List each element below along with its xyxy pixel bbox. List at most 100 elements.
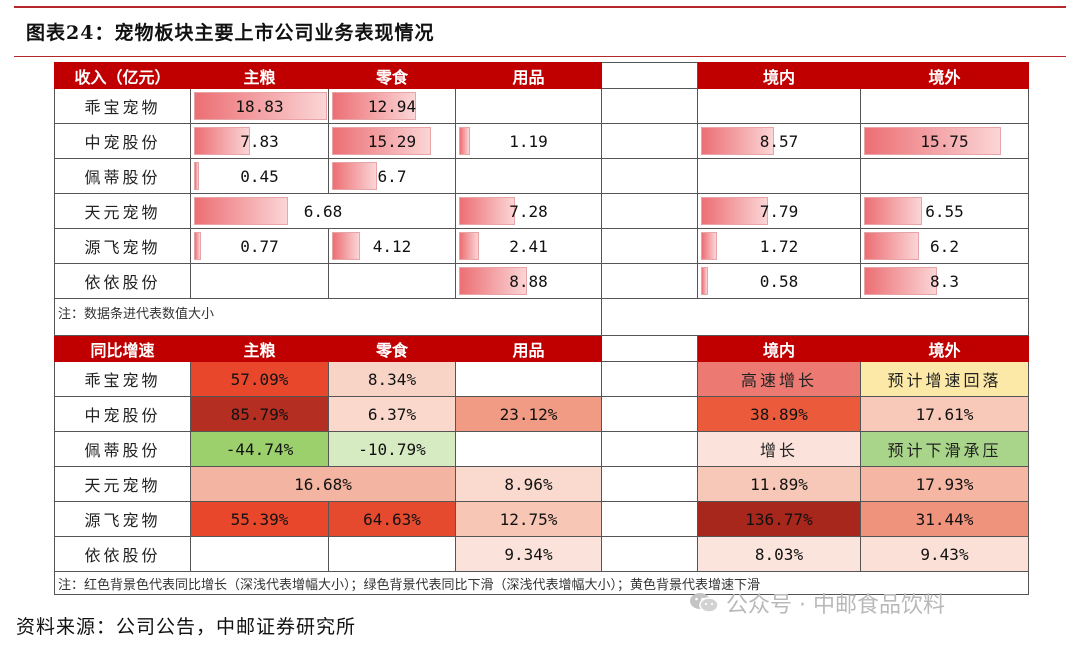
revenue-value: 8.57	[759, 131, 799, 151]
table-row: 乖宝宠物 57.09% 8.34% 高速增长 预计增速回落	[54, 361, 1029, 397]
header-cell: 境外	[860, 62, 1029, 89]
revenue-cell	[697, 88, 861, 124]
revenue-cell: 7.28	[455, 193, 602, 229]
table-row: 佩蒂股份 0.45 6.7	[54, 158, 1029, 194]
growth-cell-merged: 16.68%	[190, 466, 456, 502]
revenue-cell	[697, 158, 861, 194]
revenue-value: 6.7	[377, 166, 407, 186]
growth-cell: 23.12%	[455, 396, 602, 432]
growth-cell: 64.63%	[328, 501, 456, 537]
gap-cell	[601, 501, 698, 537]
revenue-cell: 12.94	[328, 88, 456, 124]
data-bar	[701, 267, 708, 295]
growth-cell	[328, 536, 456, 572]
header-cell: 用品	[455, 62, 602, 89]
revenue-value: 0.45	[240, 166, 279, 186]
growth-cell	[455, 361, 602, 397]
table-row: 源飞宠物 0.77 4.12 2.41 1.72 6.2	[54, 228, 1029, 264]
revenue-value: 8.3	[930, 271, 959, 291]
revenue-cell: 1.19	[455, 123, 602, 159]
growth-cell: 31.44%	[860, 501, 1029, 537]
data-bar	[194, 232, 202, 260]
revenue-value: 2.41	[509, 236, 548, 256]
top-rule	[14, 6, 1066, 8]
revenue-value: 6.55	[925, 201, 964, 221]
gap-cell	[601, 158, 698, 194]
header-cell: 主粮	[190, 335, 329, 362]
revenue-cell	[455, 88, 602, 124]
company-name: 中宠股份	[54, 123, 191, 159]
data-bar	[864, 127, 1001, 155]
note-row: 注：红色背景色代表同比增长（深浅代表增幅大小）；绿色背景代表同比下滑（深浅代表增…	[54, 571, 1029, 595]
revenue-cell	[860, 88, 1029, 124]
revenue-value: 7.83	[240, 131, 279, 151]
header-cell: 零食	[328, 335, 456, 362]
growth-cell: 8.34%	[328, 361, 456, 397]
company-name: 佩蒂股份	[54, 158, 191, 194]
business-performance-table: 收入（亿元） 主粮 零食 用品 境内 境外 乖宝宠物 18.83 12.94 中…	[54, 62, 1029, 595]
revenue-value: 8.88	[509, 271, 548, 291]
gap-cell	[601, 228, 698, 264]
growth-cell: -44.74%	[190, 431, 329, 467]
data-bar	[332, 92, 417, 120]
table-row: 乖宝宠物 18.83 12.94	[54, 88, 1029, 124]
table-row: 中宠股份 85.79% 6.37% 23.12% 38.89% 17.61%	[54, 396, 1029, 432]
revenue-cell: 8.3	[860, 263, 1029, 299]
header-cell: 同比增速	[54, 335, 191, 362]
revenue-cell	[328, 263, 456, 299]
table-row: 依依股份 8.88 0.58 8.3	[54, 263, 1029, 299]
gap-cell	[601, 431, 698, 467]
company-name: 依依股份	[54, 536, 191, 572]
growth-cell: 136.77%	[697, 501, 861, 537]
growth-cell: 17.93%	[860, 466, 1029, 502]
gap-cell	[601, 88, 698, 124]
revenue-value: 18.83	[235, 96, 284, 116]
growth-cell: 增长	[697, 431, 861, 467]
data-bar	[701, 232, 718, 260]
table-row: 依依股份 9.34% 8.03% 9.43%	[54, 536, 1029, 572]
table-row: 天元宠物 6.68 7.28 7.79 6.55	[54, 193, 1029, 229]
revenue-cell: 0.77	[190, 228, 329, 264]
revenue-value: 0.77	[240, 236, 279, 256]
data-bar	[194, 92, 327, 120]
revenue-cell: 0.45	[190, 158, 329, 194]
gap-cell	[601, 361, 698, 397]
company-name: 乖宝宠物	[54, 361, 191, 397]
data-bar	[864, 197, 922, 225]
revenue-cell	[860, 158, 1029, 194]
gap-cell	[601, 536, 698, 572]
header-cell: 用品	[455, 335, 602, 362]
gap-cell	[601, 123, 698, 159]
title-rule	[14, 56, 1066, 57]
growth-cell: 85.79%	[190, 396, 329, 432]
growth-cell: 9.34%	[455, 536, 602, 572]
company-name: 依依股份	[54, 263, 191, 299]
growth-cell: 高速增长	[697, 361, 861, 397]
revenue-cell: 6.2	[860, 228, 1029, 264]
data-bar	[194, 127, 251, 155]
gap-cell	[601, 263, 698, 299]
growth-cell: 12.75%	[455, 501, 602, 537]
header-cell: 零食	[328, 62, 456, 89]
growth-cell: 8.03%	[697, 536, 861, 572]
company-name: 天元宠物	[54, 466, 191, 502]
revenue-value: 7.79	[759, 201, 799, 221]
revenue-cell: 15.75	[860, 123, 1029, 159]
header-cell: 境内	[697, 335, 861, 362]
revenue-value: 15.75	[920, 131, 969, 151]
revenue-cell: 8.88	[455, 263, 602, 299]
watermark: 公众号 · 中邮食品饮料	[688, 588, 945, 618]
revenue-cell: 7.83	[190, 123, 329, 159]
growth-cell: 预计增速回落	[860, 361, 1029, 397]
growth-cell	[455, 431, 602, 467]
note-row: 注：数据条进代表数值大小	[54, 298, 1029, 336]
data-bar	[459, 267, 527, 295]
revenue-cell: 18.83	[190, 88, 329, 124]
revenue-cell: 1.72	[697, 228, 861, 264]
revenue-cell	[455, 158, 602, 194]
revenue-value: 1.19	[509, 131, 548, 151]
figure-title: 图表24：宠物板块主要上市公司业务表现情况	[26, 22, 435, 44]
data-bar	[864, 232, 919, 260]
data-bar	[701, 127, 774, 155]
watermark-text: 公众号 · 中邮食品饮料	[726, 593, 945, 618]
